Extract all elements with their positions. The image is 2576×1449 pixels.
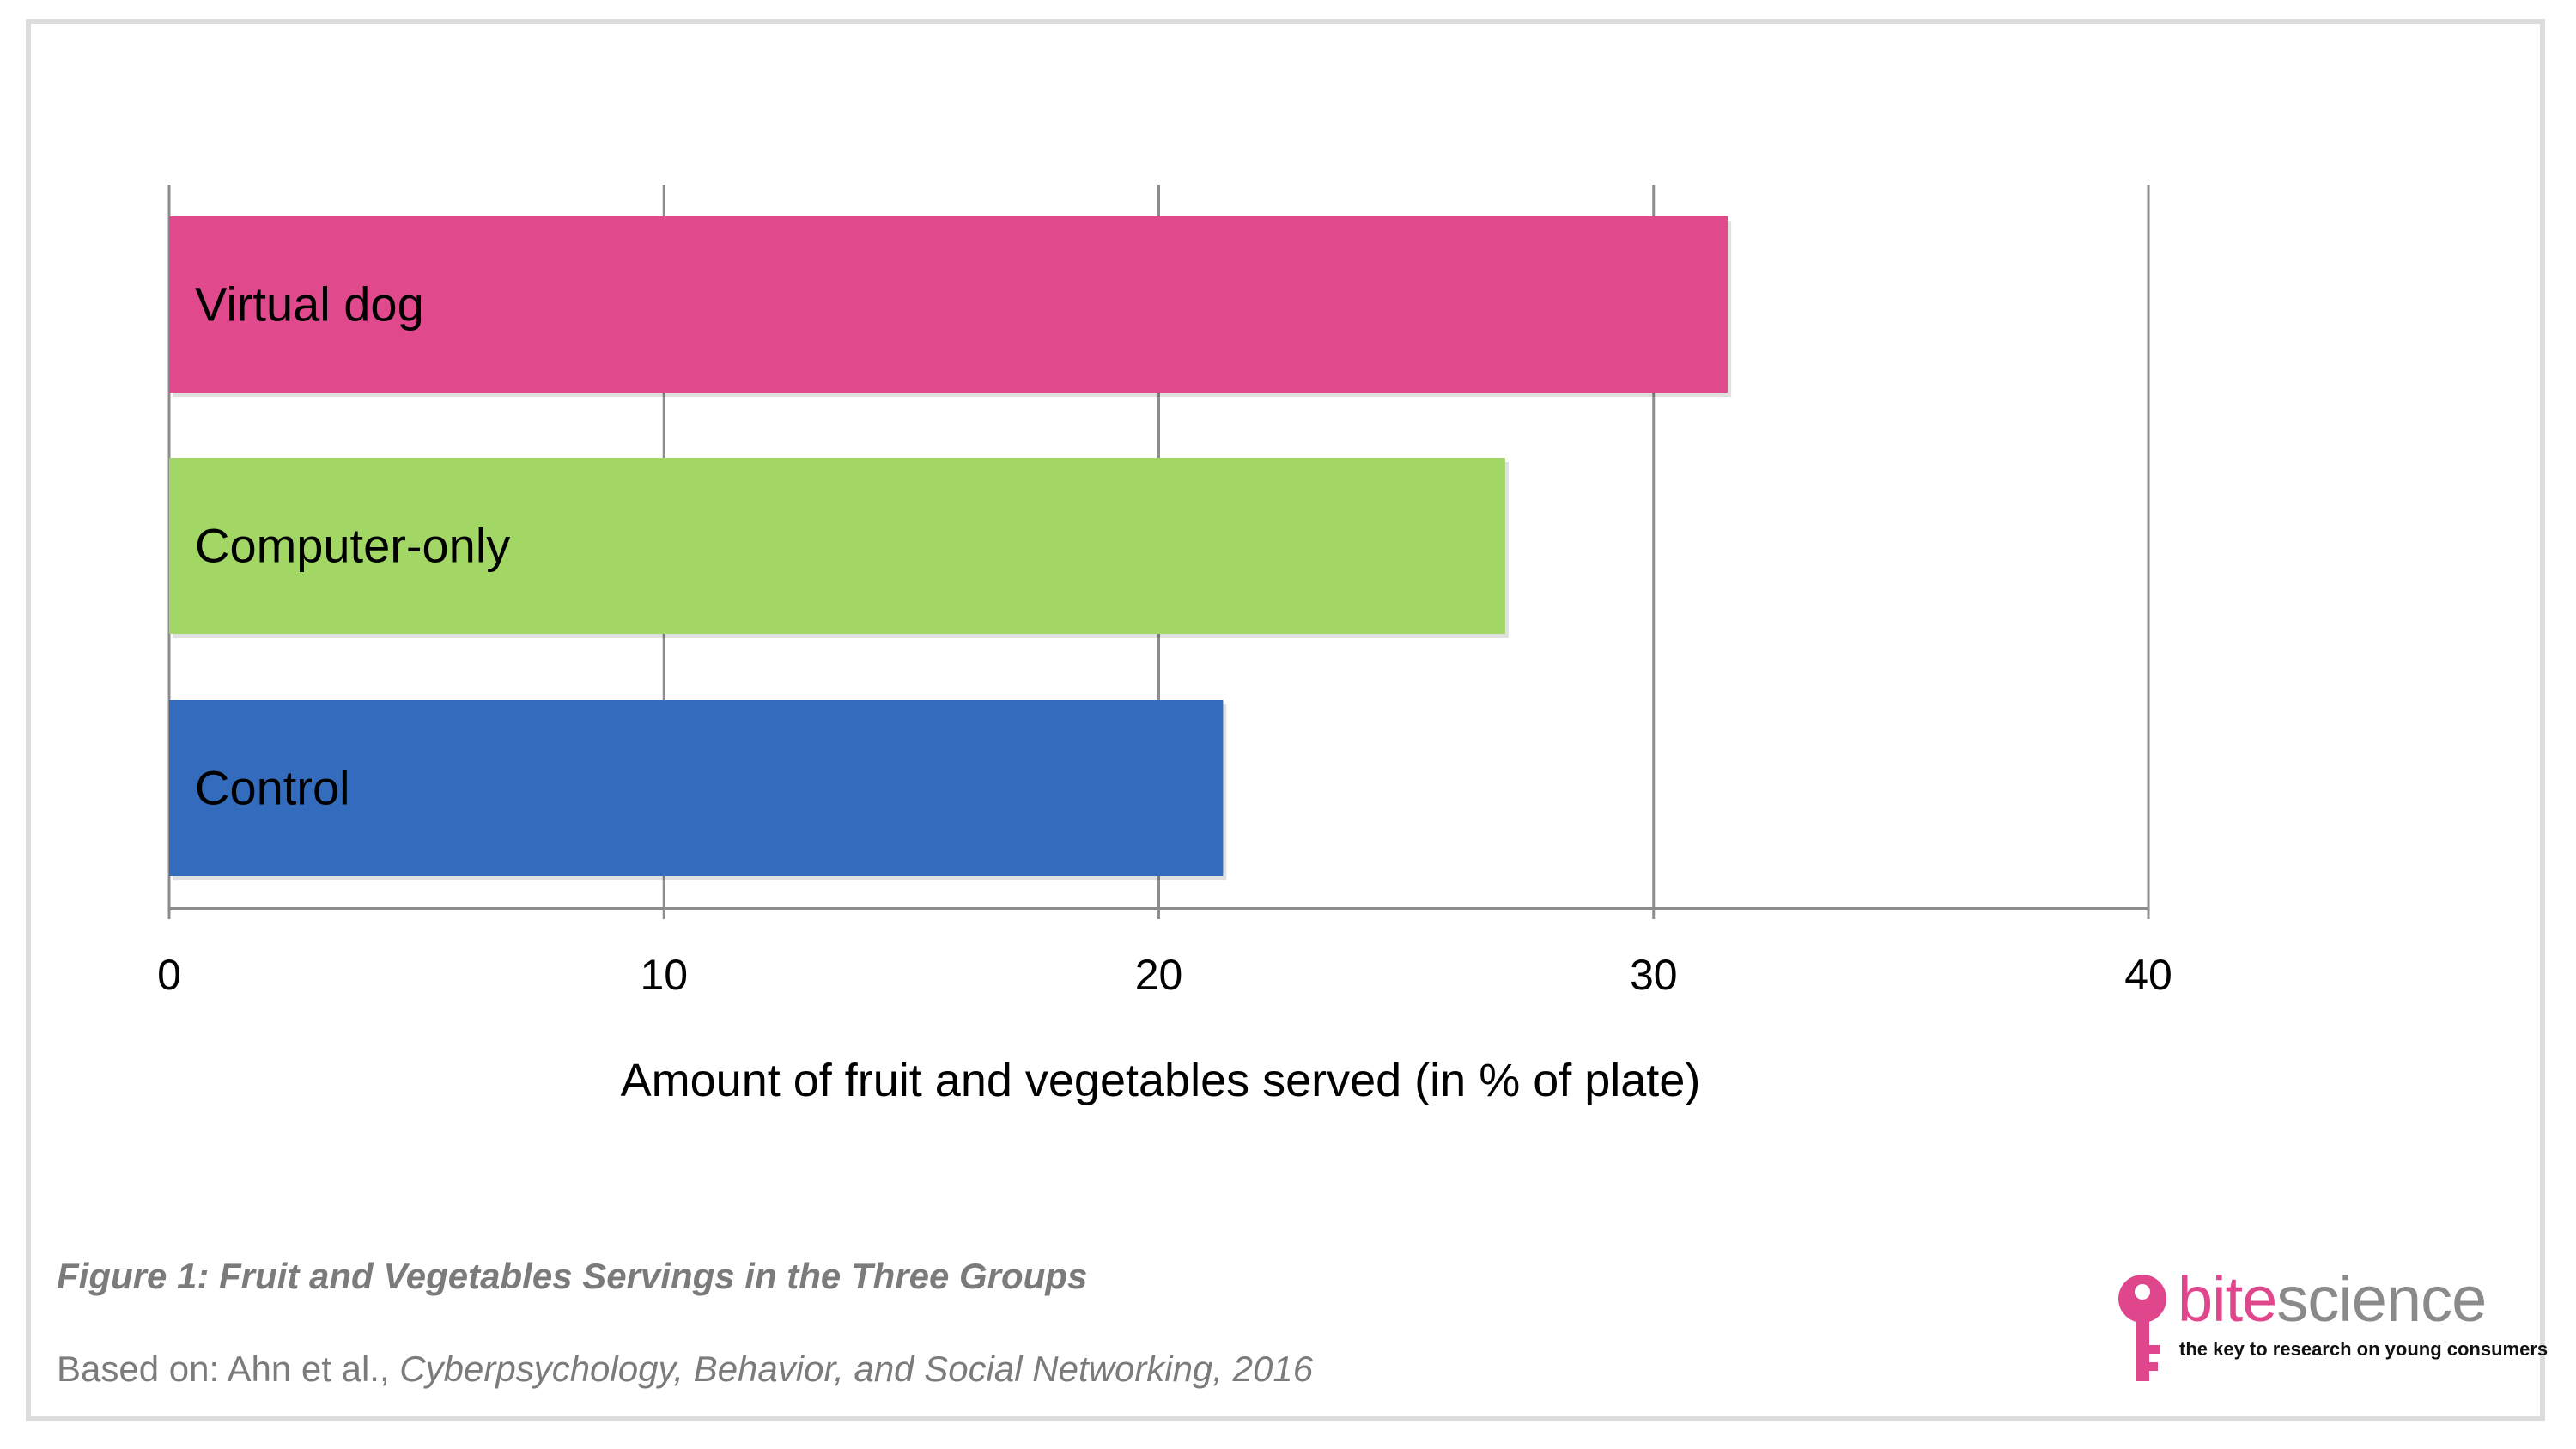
logo-word-bite: bite bbox=[2178, 1263, 2277, 1335]
logo-tagline: the key to research on young consumers bbox=[2179, 1338, 2549, 1360]
logo-wordmark: bitescience bbox=[2178, 1263, 2487, 1336]
logo-word-science: science bbox=[2276, 1263, 2487, 1335]
figure-caption: Figure 1: Fruit and Vegetables Servings … bbox=[57, 1256, 1088, 1296]
x-tick-label: 20 bbox=[1135, 951, 1183, 999]
bar-label: Computer-only bbox=[195, 519, 510, 573]
bar-computer-only bbox=[169, 458, 1505, 634]
x-tick-label: 40 bbox=[2124, 951, 2172, 999]
source-prefix: Based on: Ahn et al., bbox=[57, 1349, 400, 1389]
source-citation: Based on: Ahn et al., Cyberpsychology, B… bbox=[57, 1349, 1313, 1390]
source-journal: Cyberpsychology, Behavior, and Social Ne… bbox=[399, 1349, 1314, 1389]
x-tick-label: 0 bbox=[157, 951, 181, 999]
bitescience-logo: bitescience the key to research on young… bbox=[2114, 1263, 2548, 1388]
bar-virtual-dog bbox=[169, 216, 1728, 393]
x-tick-label: 30 bbox=[1630, 951, 1678, 999]
bar-control bbox=[169, 700, 1224, 876]
bar-label: Control bbox=[195, 761, 350, 815]
bar-label: Virtual dog bbox=[195, 277, 424, 332]
key-icon bbox=[2118, 1275, 2166, 1381]
x-axis-title: Amount of fruit and vegetables served (i… bbox=[621, 1055, 1701, 1106]
x-tick-label: 10 bbox=[640, 951, 688, 999]
